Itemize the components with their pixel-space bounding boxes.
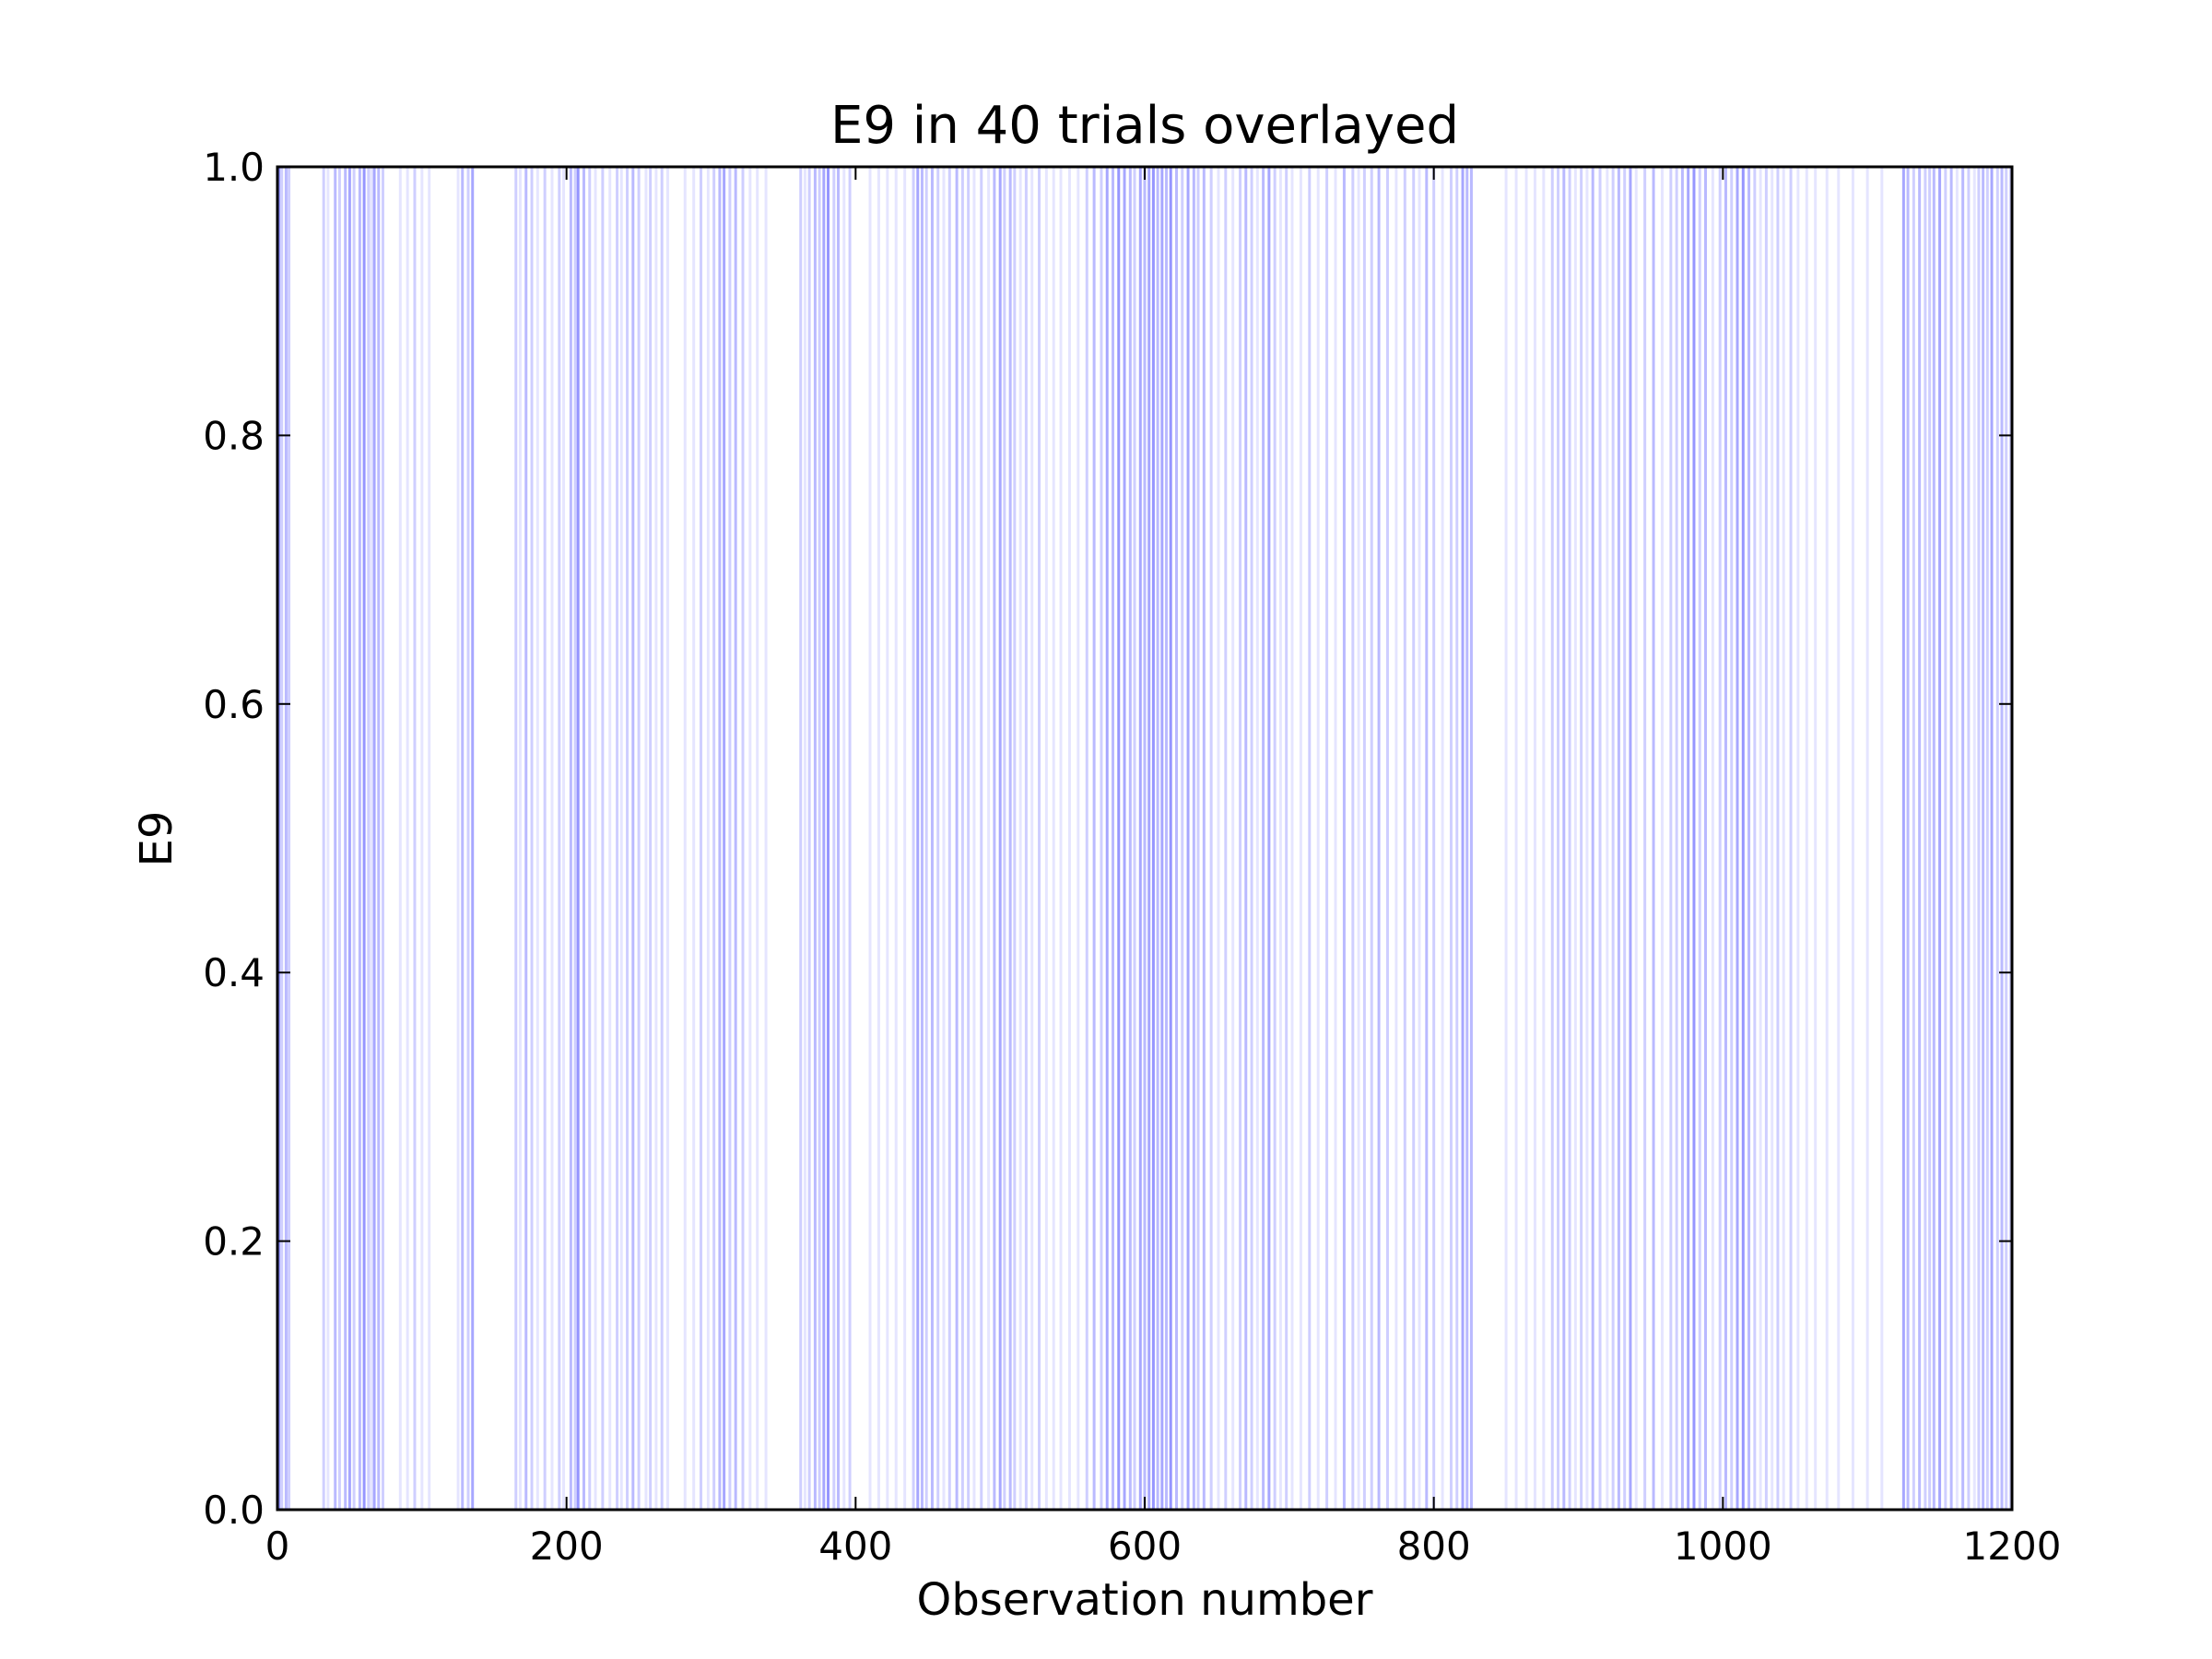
y-tick-label: 0.2 xyxy=(203,1219,265,1265)
y-tick-label: 0.8 xyxy=(203,413,265,458)
plot-area-background xyxy=(277,167,2012,1510)
x-axis-label: Observation number xyxy=(917,1574,1373,1626)
x-tick-label: 1000 xyxy=(1674,1524,1772,1569)
x-tick-label: 800 xyxy=(1397,1524,1471,1569)
x-tick-label: 200 xyxy=(530,1524,604,1569)
x-tick-label: 400 xyxy=(818,1524,892,1569)
y-tick-label: 0.6 xyxy=(203,682,265,727)
y-tick-label: 0.4 xyxy=(203,950,265,995)
tick-labels: 0 200 400 600 800 1000 1200 0.0 0.2 0.4 0.6 0.8 1.0 xyxy=(203,145,2061,1569)
x-tick-label: 1200 xyxy=(1963,1524,2062,1569)
y-tick-label: 1.0 xyxy=(203,145,265,190)
x-tick-label: 600 xyxy=(1108,1524,1182,1569)
y-axis-label: E9 xyxy=(131,811,182,867)
plot-frame xyxy=(276,165,2014,1512)
series-spikes xyxy=(277,167,2012,1510)
chart-title: E9 in 40 trials overlayed xyxy=(830,96,1459,156)
x-tick-label: 0 xyxy=(265,1524,290,1569)
y-tick-label: 0.0 xyxy=(203,1488,265,1533)
